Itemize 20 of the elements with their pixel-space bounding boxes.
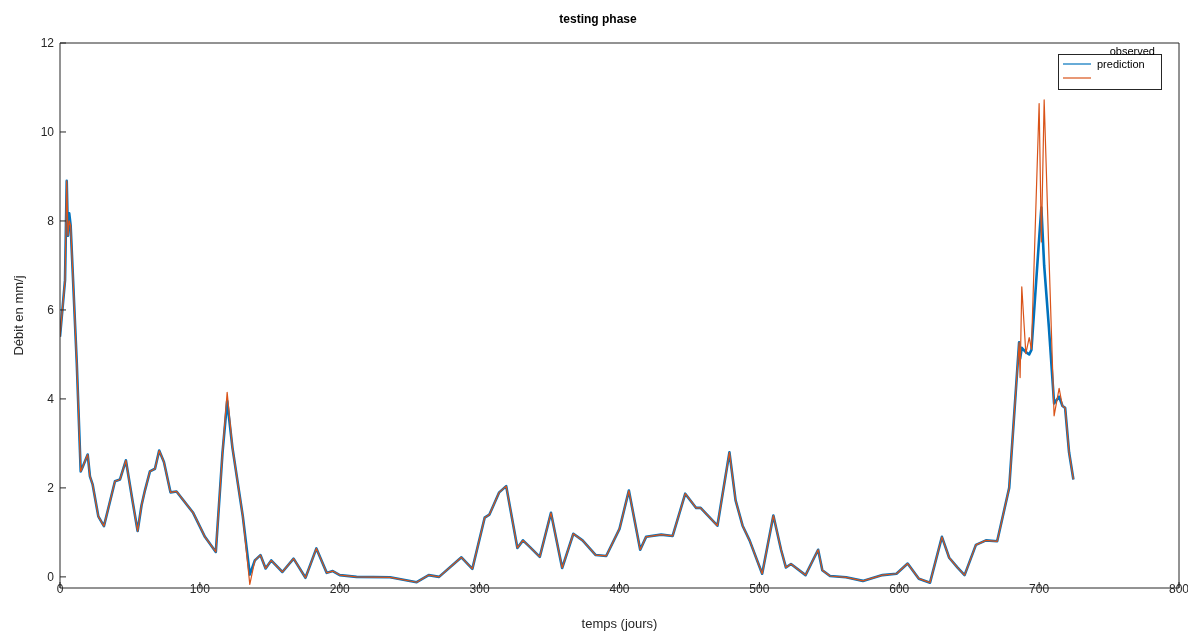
y-tick-label: 0: [47, 570, 55, 585]
legend-label: prediction: [1097, 58, 1146, 70]
x-tick-label: 300: [469, 581, 490, 596]
y-tick-label: 6: [47, 303, 55, 318]
chart-title: testing phase: [558, 12, 638, 26]
x-axis-title: temps (jours): [581, 616, 658, 631]
x-tick-label: 600: [889, 581, 910, 596]
y-tick-label: 4: [47, 392, 55, 407]
y-axis-title: Débit en mm/j: [10, 275, 26, 356]
x-tick-label: 400: [609, 581, 630, 596]
y-tick-label: 12: [40, 36, 55, 51]
y-tick-label: 8: [47, 214, 55, 229]
x-tick-label: 500: [749, 581, 770, 596]
y-tick-label: 10: [40, 125, 55, 140]
x-tick-label: 700: [1029, 581, 1050, 596]
x-tick-label: 100: [189, 581, 211, 596]
x-tick-label: 800: [1168, 581, 1190, 596]
legend-title: observed: [1108, 45, 1155, 57]
x-tick-label: 200: [329, 581, 351, 596]
y-tick-label: 2: [47, 481, 55, 496]
